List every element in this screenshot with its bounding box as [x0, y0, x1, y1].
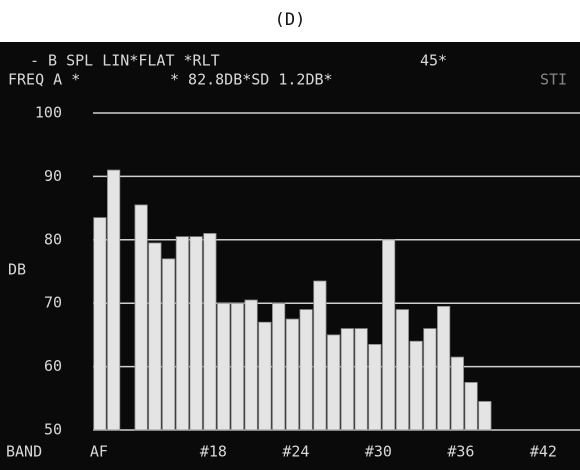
x-tick-label: AF — [90, 443, 108, 461]
y-tick-label: 90 — [44, 167, 62, 185]
bar — [217, 303, 229, 430]
bar — [396, 310, 408, 430]
bar — [410, 341, 422, 430]
bar — [204, 233, 216, 430]
bar — [341, 329, 353, 430]
chart-title: (D) — [275, 10, 306, 30]
bar — [437, 306, 449, 430]
bar — [245, 300, 257, 430]
page: {"chart_data": {"type": "bar", "title": … — [0, 0, 580, 470]
x-tick-label: #36 — [447, 443, 474, 461]
y-axis-label: DB — [8, 261, 26, 279]
bar — [259, 322, 271, 430]
x-tick-label: #42 — [530, 443, 557, 461]
bar — [382, 240, 394, 430]
bar — [286, 319, 298, 430]
bar — [355, 329, 367, 430]
y-tick-label: 100 — [35, 104, 62, 122]
y-tick-label: 70 — [44, 294, 62, 312]
bar — [451, 357, 463, 430]
bar — [424, 329, 436, 430]
header-text: - B SPL LIN*FLAT *RLT — [30, 52, 220, 70]
bar — [465, 382, 477, 430]
y-tick-label: 80 — [44, 230, 62, 248]
header-text: STI — [540, 71, 567, 89]
chart: (D) - B SPL LIN*FLAT *RLT 45* FREQ A * *… — [0, 0, 580, 470]
header-text: * 82.8DB*SD 1.2DB* — [170, 71, 333, 89]
bar — [176, 237, 188, 430]
bar — [314, 281, 326, 430]
bar — [107, 170, 119, 430]
y-tick-label: 60 — [44, 357, 62, 375]
header-text: FREQ A * — [8, 71, 80, 89]
bar — [479, 401, 491, 430]
header-text: 45* — [420, 52, 447, 70]
bar — [369, 344, 381, 430]
bar — [162, 259, 174, 430]
bar — [149, 243, 161, 430]
bar — [231, 303, 243, 430]
x-tick-label: #18 — [200, 443, 227, 461]
bar — [327, 335, 339, 430]
y-tick-label: 50 — [44, 421, 62, 439]
bar — [300, 310, 312, 430]
bar — [94, 218, 106, 430]
x-tick-label: #30 — [365, 443, 392, 461]
bar — [272, 303, 284, 430]
bar — [190, 237, 202, 430]
bar — [135, 205, 147, 430]
x-tick-label: #24 — [282, 443, 309, 461]
x-axis-label: BAND — [6, 443, 42, 461]
